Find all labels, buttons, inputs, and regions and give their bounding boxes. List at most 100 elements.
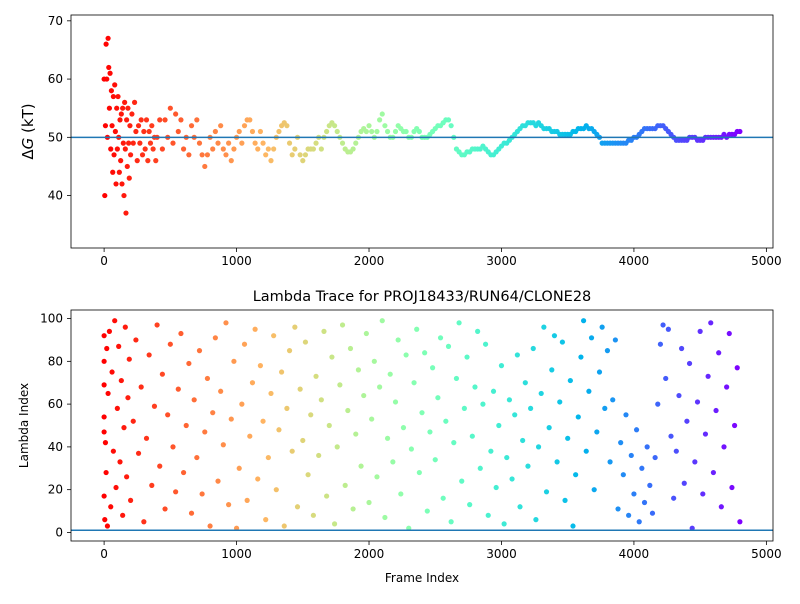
data-point — [130, 418, 136, 424]
data-point — [366, 123, 372, 129]
data-point — [490, 388, 497, 394]
y-tick-label: 80 — [48, 354, 63, 368]
data-point — [113, 181, 119, 187]
data-point — [504, 454, 510, 461]
data-point — [102, 517, 108, 523]
data-point — [467, 502, 473, 508]
data-point — [241, 123, 248, 129]
data-point — [594, 429, 600, 435]
data-point — [133, 128, 139, 135]
data-point — [300, 437, 306, 444]
data-point — [324, 128, 330, 135]
data-point — [289, 448, 295, 454]
y-tick-label: 40 — [48, 189, 63, 203]
data-point — [300, 158, 306, 164]
data-point — [123, 210, 129, 216]
data-point — [459, 478, 465, 484]
data-point — [122, 324, 128, 330]
data-point — [363, 330, 369, 337]
data-point — [255, 476, 261, 482]
y-axis-label: Lambda Index — [17, 383, 31, 468]
data-point — [103, 469, 109, 476]
data-point — [697, 328, 703, 334]
data-point — [692, 459, 698, 465]
data-point — [118, 377, 124, 384]
data-point — [400, 425, 407, 431]
data-point — [353, 140, 359, 146]
data-point — [573, 472, 579, 478]
data-point — [210, 410, 216, 416]
data-point — [257, 363, 264, 369]
data-point — [105, 390, 111, 397]
y-tick-label: 20 — [48, 483, 63, 497]
data-point — [345, 407, 351, 414]
data-point — [525, 463, 531, 469]
data-point — [257, 128, 264, 135]
data-point — [310, 146, 316, 152]
data-point — [652, 454, 658, 461]
data-point — [116, 169, 122, 175]
data-point — [130, 140, 136, 146]
data-point — [125, 105, 131, 111]
data-point — [223, 320, 229, 326]
data-point — [284, 405, 290, 411]
x-tick-label: 3000 — [486, 547, 517, 561]
data-point — [286, 348, 293, 354]
data-point — [112, 318, 118, 324]
data-point — [196, 140, 203, 146]
data-point — [167, 105, 173, 111]
data-point — [551, 333, 558, 339]
data-point — [305, 472, 311, 478]
data-point — [276, 427, 282, 433]
data-point — [188, 123, 195, 129]
y-tick-label: 40 — [48, 440, 63, 454]
data-point — [427, 429, 433, 435]
data-point — [665, 326, 671, 332]
data-point — [337, 382, 343, 388]
data-point — [220, 146, 226, 152]
data-point — [135, 123, 142, 129]
data-point — [342, 482, 348, 488]
data-point — [186, 360, 192, 367]
data-point — [247, 433, 253, 439]
data-point — [384, 128, 391, 135]
data-point — [110, 93, 116, 100]
data-points — [101, 318, 743, 531]
data-point — [546, 425, 552, 431]
axes-frame — [70, 309, 774, 542]
data-point — [390, 459, 396, 465]
data-point — [175, 128, 181, 135]
data-point — [731, 422, 738, 429]
data-point — [350, 506, 356, 512]
data-point — [318, 146, 324, 152]
data-point — [554, 459, 560, 465]
data-point — [636, 519, 642, 525]
data-point — [313, 373, 319, 379]
data-point — [297, 152, 303, 158]
data-point — [104, 345, 110, 352]
data-point — [522, 380, 528, 386]
data-point — [241, 341, 248, 347]
data-point — [226, 140, 232, 146]
data-point — [369, 128, 375, 135]
data-point — [443, 418, 449, 424]
data-point — [451, 440, 457, 446]
data-point — [202, 163, 208, 170]
data-point — [684, 418, 690, 424]
data-point — [233, 525, 240, 531]
data-point — [350, 146, 356, 152]
data-point — [379, 318, 385, 324]
data-point — [220, 442, 226, 448]
data-point — [108, 146, 114, 152]
data-point — [363, 128, 369, 135]
data-point — [202, 429, 208, 435]
data-point — [292, 146, 298, 152]
data-point — [382, 123, 388, 129]
data-point — [408, 446, 414, 452]
data-point — [199, 491, 205, 497]
x-tick-label: 1000 — [221, 254, 252, 268]
data-point — [286, 140, 293, 146]
data-point — [162, 506, 168, 512]
data-point — [154, 322, 160, 328]
data-point — [255, 146, 261, 152]
